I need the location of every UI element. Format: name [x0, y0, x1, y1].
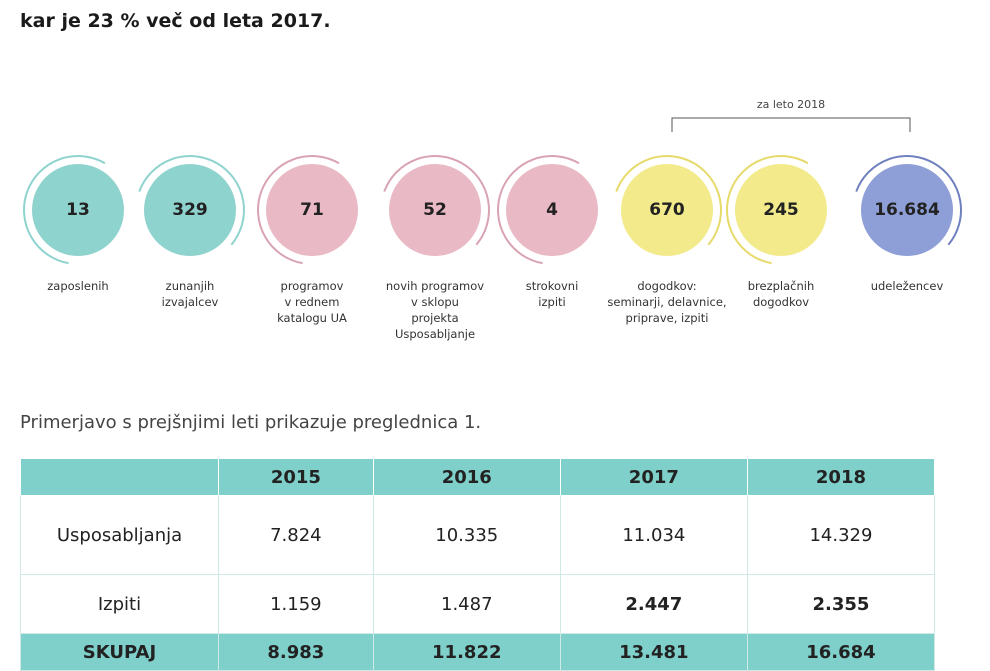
stat-label: strokovni izpiti — [525, 279, 579, 309]
header-cell — [20, 458, 219, 496]
stat-label: programov v rednem katalogu UA — [277, 279, 347, 325]
stat-label: udeležencev — [870, 279, 944, 293]
circle-arc — [23, 155, 106, 265]
circle-arc — [257, 155, 340, 265]
table-cell: 1.487 — [372, 574, 561, 634]
stat-circle: 16.684 — [861, 164, 953, 256]
decorations: za leto 2018 — [23, 98, 962, 265]
header-cell: 2018 — [746, 458, 936, 496]
circle-arc — [138, 155, 245, 246]
table-cell: Izpiti — [20, 574, 219, 634]
table-cell: 14.329 — [746, 495, 936, 575]
table-cell: 1.159 — [218, 574, 374, 634]
stat-circle: 52 — [389, 164, 481, 256]
intro-text: kar je 23 % več od leta 2017. — [20, 10, 331, 32]
header-cell: 2016 — [372, 458, 561, 496]
stat-label: zunanjih izvajalcev — [161, 279, 219, 309]
stat-circle: 4 — [506, 164, 598, 256]
table-cell: 11.822 — [372, 633, 561, 671]
table-row: Usposabljanja 7.824 10.335 11.034 14.329 — [20, 495, 936, 575]
circle-arc — [615, 155, 722, 246]
table-cell: 7.824 — [218, 495, 374, 575]
table-cell: 2.447 — [559, 574, 748, 634]
stat-circle: 71 — [266, 164, 358, 256]
bracket-label: za leto 2018 — [757, 98, 825, 111]
stat-label: brezplačnih dogodkov — [747, 279, 815, 309]
table-cell: 10.335 — [372, 495, 561, 575]
table-row: Izpiti 1.159 1.487 2.447 2.355 — [20, 574, 936, 634]
table-cell: Usposabljanja — [20, 495, 219, 575]
stat-label: zaposlenih — [47, 279, 109, 293]
table-cell: 16.684 — [746, 633, 936, 671]
table-cell: 13.481 — [559, 633, 748, 671]
table-cell: 8.983 — [218, 633, 374, 671]
stat-circle: 245 — [735, 164, 827, 256]
stat-label: novih programov v sklopu projekta Usposa… — [385, 279, 485, 341]
table-cell: 2.355 — [746, 574, 936, 634]
circle-arc — [383, 155, 490, 246]
table-cell: 11.034 — [559, 495, 748, 575]
table-cell: SKUPAJ — [20, 633, 219, 671]
header-cell: 2017 — [559, 458, 748, 496]
table-row: SKUPAJ 8.983 11.822 13.481 16.684 — [20, 633, 936, 671]
circle-arc — [497, 155, 580, 265]
stat-circle: 670 — [621, 164, 713, 256]
header-cell: 2015 — [218, 458, 374, 496]
caption: Primerjavo s prejšnjimi leti prikazuje p… — [20, 412, 482, 433]
table: 2015 2016 2017 2018 Usposabljanja 7.824 10.335… — [20, 458, 936, 671]
stat-circle: 329 — [144, 164, 236, 256]
circle-arc — [726, 155, 809, 265]
header-row: 2015 2016 2017 2018 — [20, 458, 936, 496]
stat-label: dogodkov: seminarji, delavnice, priprave… — [607, 279, 727, 325]
circle-arc — [855, 155, 962, 246]
stat-circle: 13 — [32, 164, 124, 256]
bracket-line — [671, 117, 911, 132]
